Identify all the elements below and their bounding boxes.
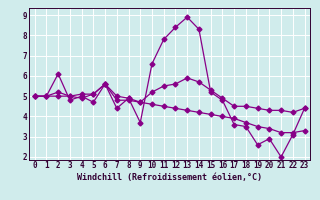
X-axis label: Windchill (Refroidissement éolien,°C): Windchill (Refroidissement éolien,°C)	[77, 173, 262, 182]
